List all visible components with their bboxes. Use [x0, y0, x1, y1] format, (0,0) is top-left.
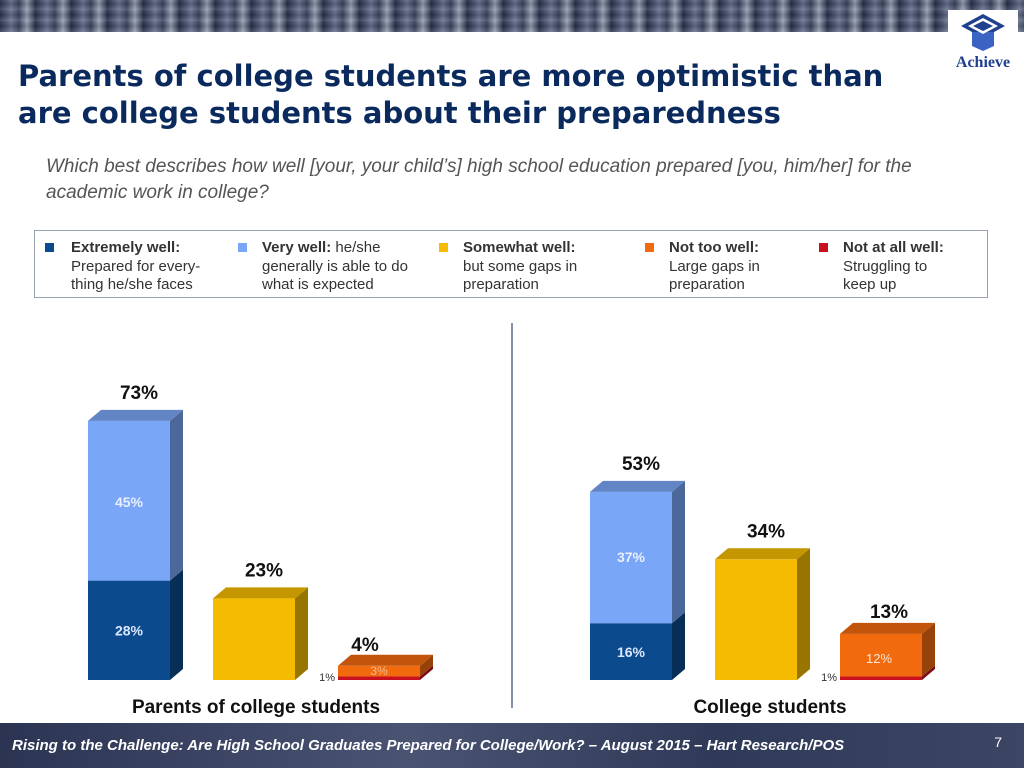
chart-legend: Extremely well: Prepared for every-thing … [34, 230, 988, 298]
bar-students-not-at-all-well-label: 1% [821, 672, 837, 684]
legend-item-not-too-well: Not too well: Large gaps in preparation [669, 239, 760, 293]
bar-parents-2-total-label: 4% [351, 635, 379, 656]
bar-students-somewhat-well-front [715, 559, 797, 680]
bar-students-1-total-label: 34% [747, 521, 785, 542]
bar-students-0-total-label: 53% [622, 454, 660, 475]
bar-parents-0-total-label: 73% [120, 383, 158, 404]
bar-students-not-at-all-well-front [840, 676, 922, 680]
bar-parents-not-too-well-label: 3% [370, 664, 388, 678]
bar-parents-not-at-all-well-side [420, 665, 433, 680]
bar-students-2-top-face [840, 622, 935, 634]
footer-bar [0, 723, 1024, 768]
page-number: 7 [994, 734, 1002, 750]
bar-parents-not-at-all-well-front [338, 676, 420, 680]
bar-students-very-well-label: 37% [617, 549, 646, 565]
legend-swatch-somewhat-well [439, 243, 448, 252]
bar-students-very-well-side [672, 480, 685, 624]
bar-students-1-top-face [715, 548, 810, 560]
bar-students-not-too-well-front [840, 633, 922, 677]
bar-parents-0-top-face [88, 409, 183, 421]
legend-item-somewhat-well: Somewhat well: but some gaps in preparatio… [463, 239, 578, 293]
bar-parents-very-well-side [170, 409, 183, 581]
bar-parents-very-well-label: 45% [115, 494, 144, 510]
legend-swatch-not-at-all-well [819, 243, 828, 252]
legend-item-not-at-all-well: Not at all well: Struggling to keep up [843, 239, 944, 293]
legend-swatch-extremely-well [45, 243, 54, 252]
bar-parents-extremely-well-front [88, 580, 170, 680]
stacked-bar-chart: 28% 45% 1% 3% 73% 23% 4% Parents of college stu… [88, 323, 935, 718]
bar-parents-extremely-well-side [170, 569, 183, 680]
bar-parents-very-well-front [88, 420, 170, 581]
bar-students-0-top-face [590, 480, 685, 492]
bar-students-somewhat-well-side [797, 548, 810, 680]
legend-item-extremely-well: Extremely well: Prepared for every-thing … [71, 239, 201, 293]
bar-students-extremely-well-label: 16% [617, 644, 646, 660]
logo-wordmark: Achieve [955, 54, 1011, 71]
page-title: Parents of college students are more opt… [18, 59, 884, 130]
bar-parents-not-at-all-well-label: 1% [319, 672, 335, 684]
bar-parents-somewhat-well-front [213, 598, 295, 680]
achieve-logo: Achieve [948, 10, 1018, 74]
graduation-cap-icon [961, 14, 1005, 51]
bar-parents-2-top-face [338, 654, 433, 666]
bar-parents-1-top-face [213, 587, 308, 599]
bar-students-not-too-well-label: 12% [866, 651, 892, 666]
legend-swatch-very-well [238, 243, 247, 252]
legend-item-very-well: Very well: he/she generally is able to do… [262, 239, 408, 293]
bar-students-not-at-all-well-side [922, 665, 935, 680]
bar-parents-somewhat-well-side [295, 587, 308, 680]
survey-question: Which best describes how well [your, you… [46, 156, 912, 203]
legend-swatch-not-too-well [645, 243, 654, 252]
bar-students-not-too-well-side [922, 622, 935, 677]
bar-students-extremely-well-side [672, 612, 685, 680]
chart-group-label-parents: Parents of college students [132, 697, 380, 718]
bar-parents-extremely-well-label: 28% [115, 623, 144, 639]
footer-citation: Rising to the Challenge: Are High School… [12, 737, 845, 754]
bar-students-extremely-well-front [590, 623, 672, 680]
header-photo-banner [0, 0, 1024, 32]
bar-parents-1-total-label: 23% [245, 560, 283, 581]
chart-group-label-students: College students [693, 697, 846, 718]
bar-students-very-well-front [590, 491, 672, 624]
bar-parents-not-too-well-front [338, 665, 420, 677]
bar-parents-not-too-well-side [420, 654, 433, 677]
bar-students-2-total-label: 13% [870, 602, 908, 623]
